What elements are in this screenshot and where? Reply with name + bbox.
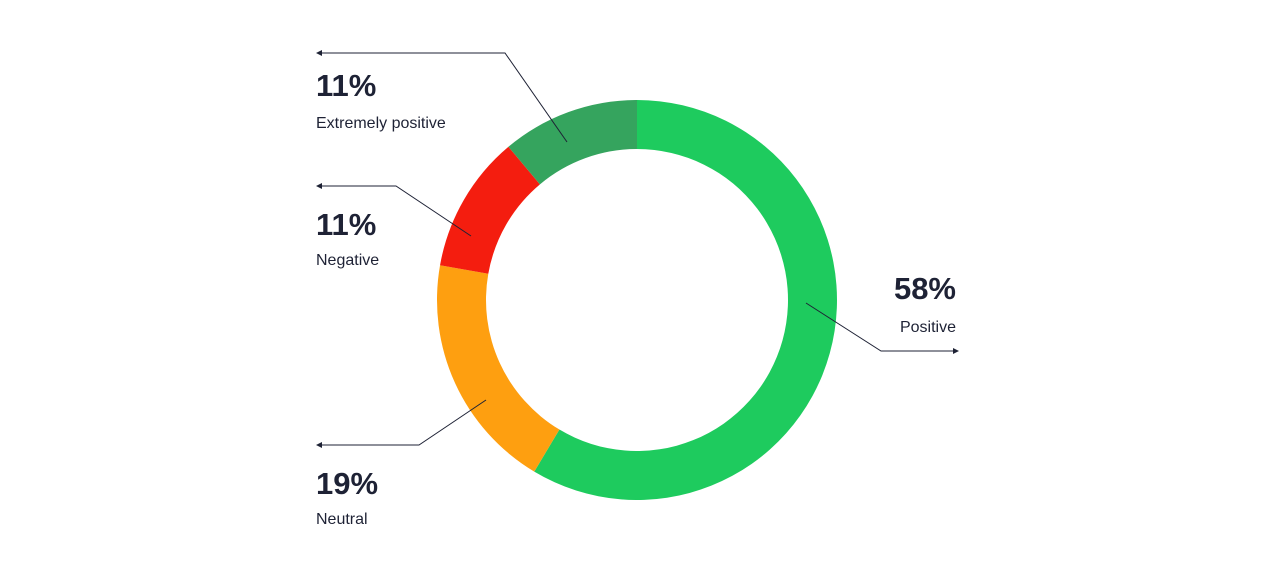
- value-label-extremely-positive: 11%: [316, 68, 376, 103]
- callout-extremely-positive: 11% Extremely positive: [316, 50, 568, 143]
- value-label-negative: 11%: [316, 207, 376, 242]
- leader-line-neutral: [322, 399, 487, 446]
- arrow-neutral: [316, 442, 322, 448]
- value-label-neutral: 19%: [316, 466, 378, 501]
- callout-neutral: 19% Neutral: [316, 399, 487, 528]
- slice-neutral: [436, 265, 560, 472]
- donut-slices: [436, 100, 838, 500]
- leader-line-positive: [805, 302, 953, 352]
- category-label-negative: Negative: [316, 252, 379, 269]
- callout-positive: 58% Positive: [805, 271, 959, 354]
- value-label-positive: 58%: [894, 271, 956, 306]
- slice-extremely-positive: [508, 100, 637, 185]
- category-label-positive: Positive: [900, 319, 956, 336]
- category-label-neutral: Neutral: [316, 511, 368, 528]
- arrow-extremely-positive: [316, 50, 322, 56]
- arrow-positive: [953, 348, 959, 354]
- slice-negative: [440, 146, 540, 274]
- leader-line-negative: [322, 185, 472, 237]
- leader-line-extremely-positive: [322, 52, 568, 143]
- slice-positive: [534, 100, 838, 500]
- callout-negative: 11% Negative: [316, 183, 472, 269]
- category-label-extremely-positive: Extremely positive: [316, 115, 446, 132]
- arrow-negative: [316, 183, 322, 189]
